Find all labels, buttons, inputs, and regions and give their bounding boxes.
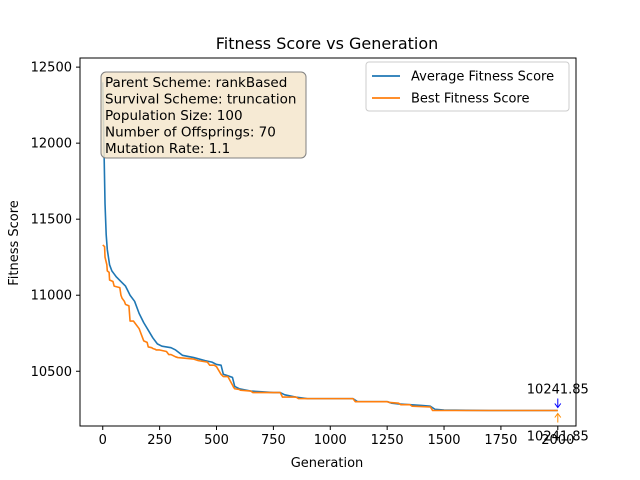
legend: Average Fitness Score Best Fitness Score <box>365 61 570 112</box>
x-tick-label: 1500 <box>427 433 460 448</box>
y-axis-label: Fitness Score <box>7 200 22 286</box>
chart-title: Fitness Score vs Generation <box>216 34 439 53</box>
info-box-line: Number of Offsprings: 70 <box>105 125 276 141</box>
y-tick-label: 11500 <box>31 213 72 228</box>
x-tick-label: 1000 <box>314 433 347 448</box>
annotation-1: 10241.85 <box>527 383 589 409</box>
legend-label-1: Average Fitness Score <box>411 70 554 85</box>
annotation-label: 10241.85 <box>527 430 589 445</box>
x-tick-label: 750 <box>261 433 286 448</box>
info-box-line: Population Size: 100 <box>105 108 243 124</box>
y-tick-label: 12000 <box>31 137 72 152</box>
x-tick-label: 250 <box>147 433 172 448</box>
y-tick-label: 10500 <box>31 365 72 380</box>
info-box-line: Mutation Rate: 1.1 <box>105 141 230 157</box>
info-box-line: Parent Scheme: rankBased <box>105 75 287 91</box>
annotations: 10241.85 10241.85 <box>527 383 589 445</box>
x-tick-label: 500 <box>204 433 229 448</box>
info-box-frame <box>100 71 307 159</box>
x-tick-label: 2000 <box>541 433 574 448</box>
legend-label-2: Best Fitness Score <box>411 92 530 107</box>
annotation-label: 10241.85 <box>527 383 589 398</box>
legend-frame <box>365 61 570 112</box>
info-box-line: Survival Scheme: truncation <box>105 92 296 108</box>
x-tick-label: 1750 <box>484 433 517 448</box>
annotation-2: 10241.85 <box>527 412 589 445</box>
annotation-arrowhead <box>554 412 562 418</box>
annotation-arrowhead <box>554 403 562 409</box>
axes-frame <box>79 57 577 427</box>
x-axis-label: Generation <box>291 456 364 471</box>
axes: 0 250 500 750 1000 1250 1500 1750 2000 10500 11000… <box>31 57 577 448</box>
y-tick-label: 11000 <box>31 289 72 304</box>
series-line-2 <box>102 244 558 412</box>
y-tick-label: 12500 <box>31 61 72 76</box>
x-tick-label: 1250 <box>371 433 404 448</box>
plot-area <box>101 82 558 412</box>
x-tick-label: 0 <box>99 433 107 448</box>
